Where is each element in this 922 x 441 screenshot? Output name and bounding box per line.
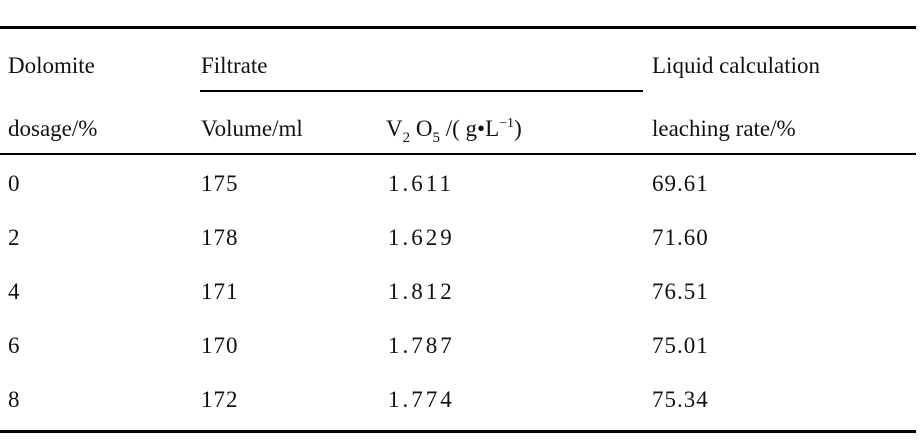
cell-rate: 76.51 — [652, 279, 709, 304]
cell-dosage: 2 — [8, 225, 21, 250]
v2o5-sub1: 2 — [402, 130, 411, 146]
cell-v2o5: 1.774 — [388, 387, 455, 412]
v2o5-sub2: 5 — [432, 130, 441, 146]
filtrate-rule — [200, 90, 643, 92]
cell-rate: 75.34 — [652, 387, 709, 412]
header-dolomite-line1: Dolomite — [8, 53, 95, 78]
cell-v2o5: 1.611 — [388, 171, 454, 196]
header-leach-line1: Liquid calculation — [652, 53, 820, 78]
v2o5-o: O — [415, 116, 433, 141]
header-dolomite-line2: dosage/% — [8, 116, 98, 141]
cell-dosage: 0 — [8, 171, 21, 196]
cell-dosage: 6 — [8, 333, 21, 358]
cell-rate: 71.60 — [652, 225, 709, 250]
header-rule — [0, 153, 916, 155]
v2o5-unit: /( g•L — [445, 116, 500, 141]
v2o5-v: V — [386, 116, 403, 141]
v2o5-sup: −1 — [499, 116, 515, 131]
cell-volume: 178 — [201, 225, 239, 250]
cell-rate: 69.61 — [652, 171, 709, 196]
cell-volume: 172 — [201, 387, 239, 412]
cell-v2o5: 1.629 — [388, 225, 455, 250]
header-v2o5: V2 O5 /( g•L−1) — [386, 115, 522, 147]
cell-volume: 175 — [201, 171, 239, 196]
cell-volume: 171 — [201, 279, 239, 304]
bottom-rule — [0, 430, 916, 433]
v2o5-unit-close: ) — [514, 116, 522, 141]
cell-v2o5: 1.787 — [388, 333, 455, 358]
header-leach-line2: leaching rate/% — [652, 116, 796, 141]
cell-v2o5: 1.812 — [388, 279, 455, 304]
cell-dosage: 4 — [8, 279, 21, 304]
cell-volume: 170 — [201, 333, 239, 358]
header-filtrate: Filtrate — [201, 53, 268, 78]
header-volume: Volume/ml — [201, 116, 303, 141]
top-rule — [0, 26, 916, 29]
cell-dosage: 8 — [8, 387, 21, 412]
cell-rate: 75.01 — [652, 333, 709, 358]
